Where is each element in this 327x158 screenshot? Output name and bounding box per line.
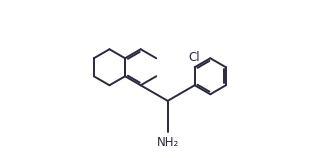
Text: Cl: Cl	[188, 51, 200, 64]
Text: NH₂: NH₂	[157, 136, 179, 149]
